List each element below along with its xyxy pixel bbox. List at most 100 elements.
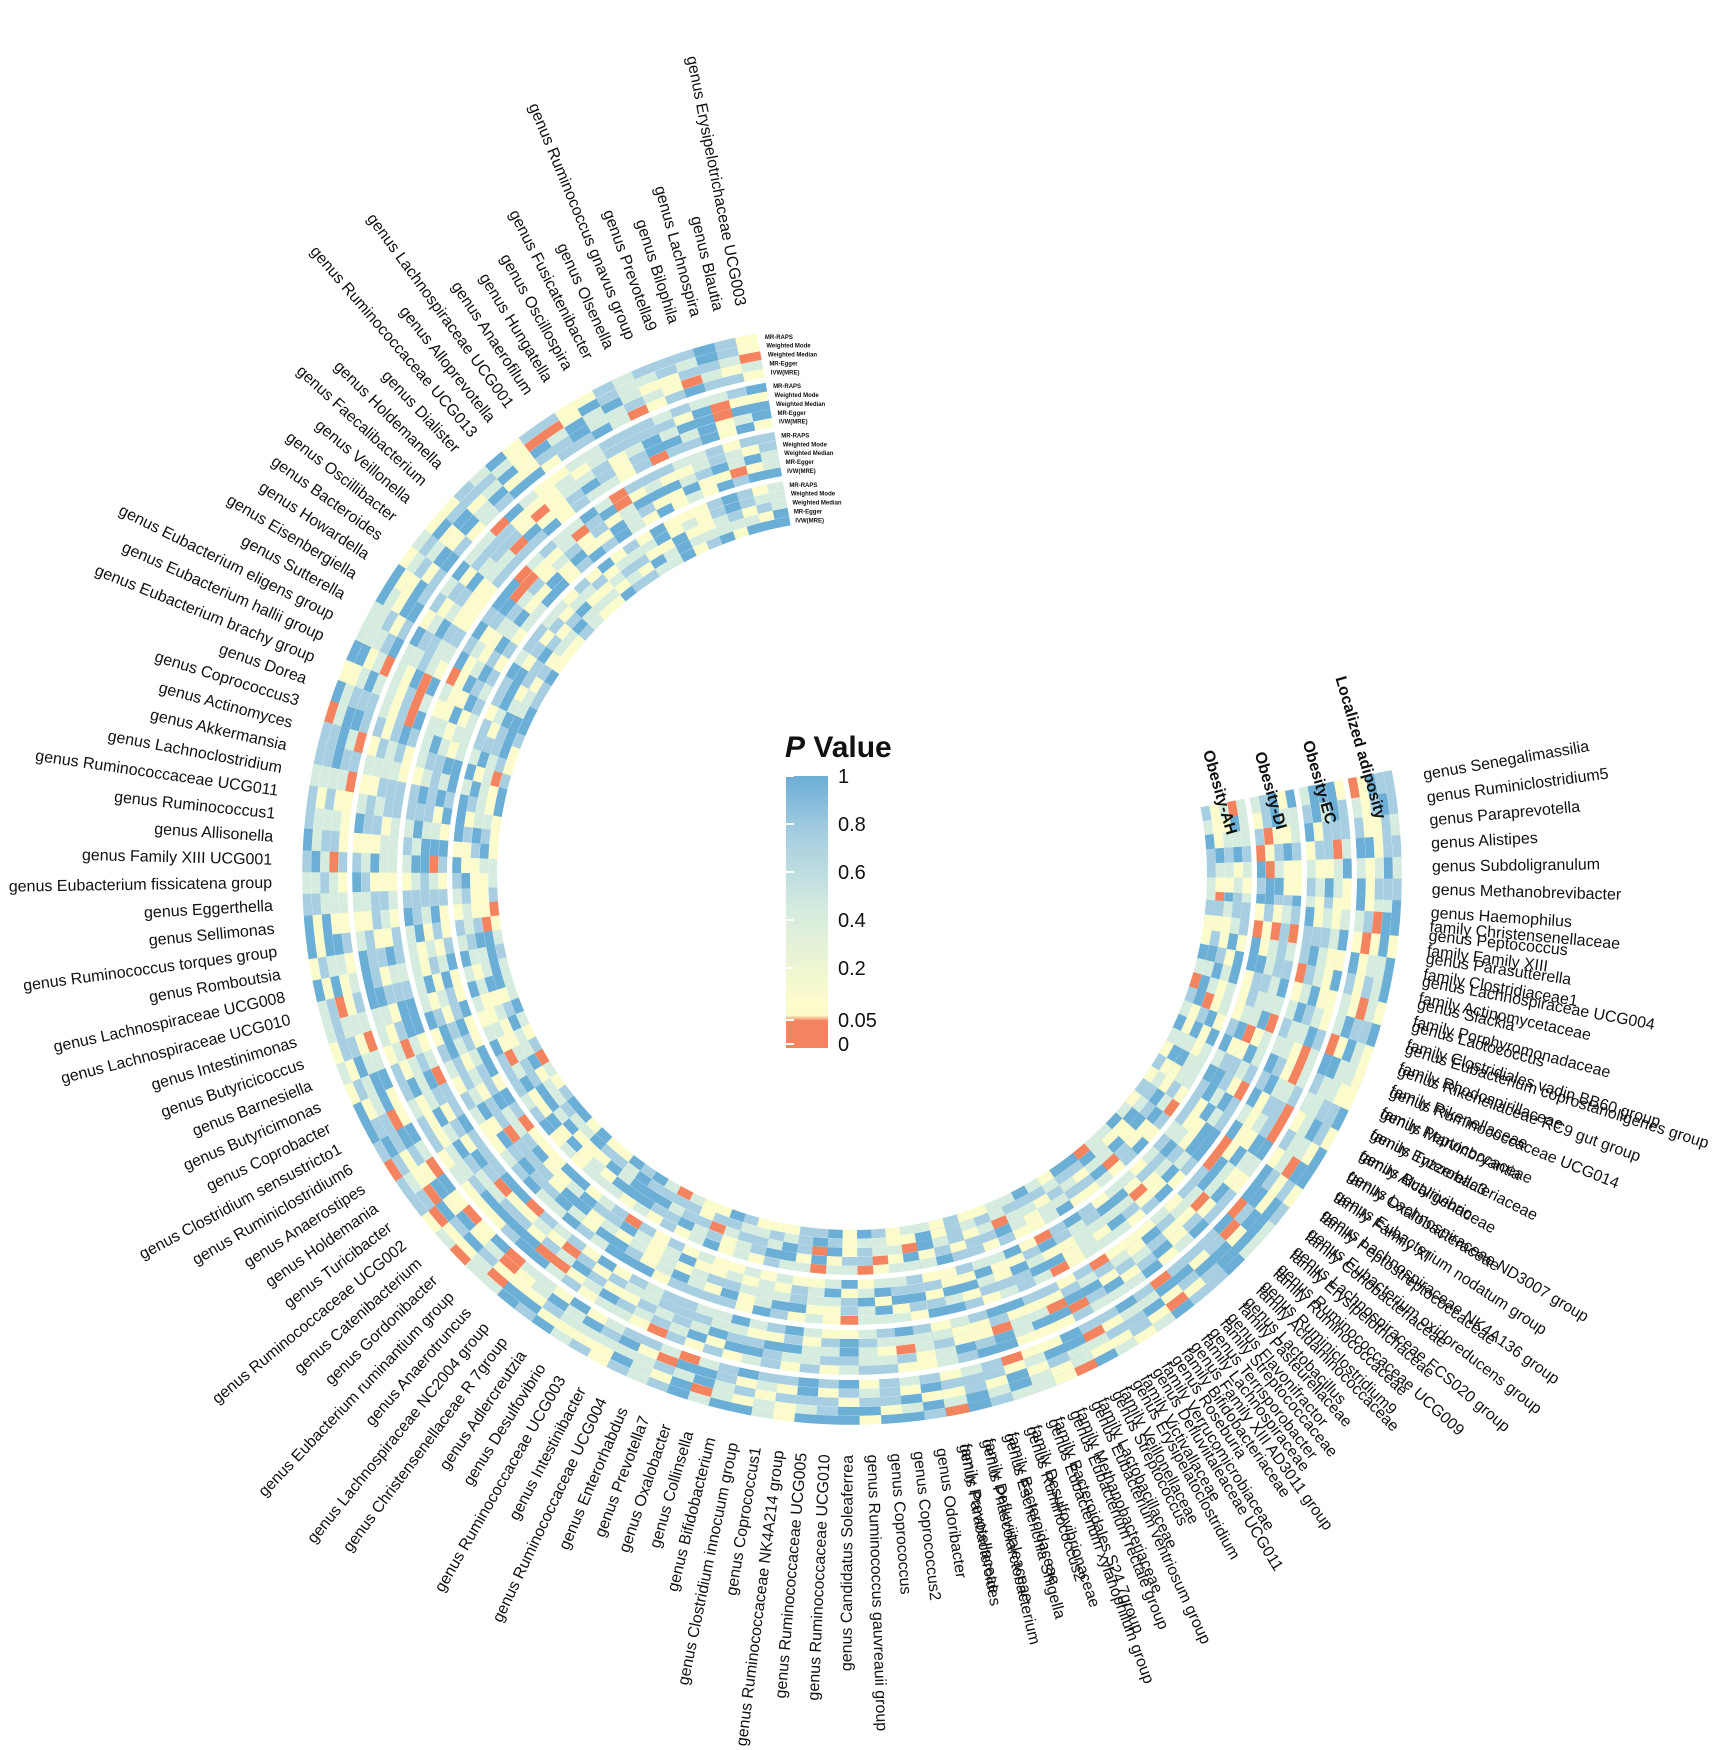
heatmap-cell: [733, 412, 754, 426]
heatmap-cell: [441, 1122, 460, 1144]
heatmap-cell: [569, 634, 586, 652]
heatmap-cell: [1333, 949, 1346, 972]
heatmap-cell: [460, 1179, 480, 1201]
heatmap-cell: [432, 659, 450, 681]
heatmap-cell: [528, 529, 549, 549]
heatmap-cell: [430, 822, 442, 841]
heatmap-cell: [808, 1277, 826, 1288]
legend-tick-label: 0: [838, 1034, 849, 1056]
heatmap-cell: [772, 507, 790, 520]
heatmap-cell: [653, 530, 672, 546]
heatmap-cell: [462, 635, 479, 656]
heatmap-cell: [1119, 1302, 1143, 1322]
heatmap-cell: [737, 1230, 755, 1244]
heatmap-cell: [587, 1156, 606, 1174]
heatmap-cell: [992, 1267, 1013, 1283]
heatmap-cell: [984, 1374, 1009, 1390]
heatmap-cell: [784, 1223, 801, 1235]
heatmap-cell: [534, 1242, 556, 1263]
heatmap-cell: [719, 1234, 738, 1248]
heatmap-cell: [437, 954, 450, 973]
heatmap-cell: [464, 810, 476, 828]
heatmap-cell: [438, 872, 448, 890]
heatmap-cell: [546, 1229, 567, 1248]
heatmap-cell: [730, 1314, 751, 1328]
heatmap-cell: [405, 997, 420, 1018]
heatmap-cell: [510, 1162, 530, 1182]
heatmap-cell: [1032, 1377, 1057, 1394]
heatmap-cell: [429, 888, 440, 907]
heatmap-cell: [424, 511, 446, 535]
heatmap-cell: [475, 1218, 497, 1240]
heatmap-cell: [595, 528, 615, 546]
heatmap-cell: [499, 1017, 514, 1035]
heatmap-cell: [989, 1259, 1010, 1274]
heatmap-cell: [1219, 964, 1233, 983]
heatmap-cell: [1149, 1270, 1172, 1291]
heatmap-cell: [593, 1173, 612, 1191]
heatmap-cell: [522, 1175, 542, 1195]
heatmap-cell: [557, 535, 577, 554]
heatmap-cell: [695, 1303, 716, 1318]
heatmap-cell: [673, 1224, 692, 1240]
heatmap-cell: [355, 930, 367, 952]
heatmap-cell: [627, 546, 646, 563]
heatmap-cell: [354, 666, 371, 690]
heatmap-cell: [502, 759, 516, 776]
heatmap-cell: [594, 1225, 615, 1244]
heatmap-cell: [615, 554, 633, 572]
heatmap-cell: [944, 1292, 965, 1306]
heatmap-cell: [1101, 1206, 1121, 1225]
heatmap-cell: [360, 1074, 378, 1098]
heatmap-cell: [499, 1197, 520, 1218]
heatmap-cell: [444, 986, 459, 1006]
heatmap-cell: [650, 1269, 671, 1286]
heatmap-cell: [330, 975, 344, 998]
heatmap-cell: [799, 1363, 820, 1374]
heatmap-cell: [448, 1215, 470, 1238]
legend-tick-label: 0.4: [838, 910, 866, 932]
heatmap-cell: [1240, 830, 1251, 847]
heatmap-cell: [517, 1113, 535, 1133]
heatmap-cell: [414, 923, 426, 943]
heatmap-cell: [541, 420, 565, 440]
heatmap-cell: [651, 409, 674, 426]
heatmap-cell: [858, 1338, 878, 1348]
heatmap-cell: [1015, 1277, 1037, 1293]
heatmap-cell: [471, 902, 482, 919]
heatmap-cell: [371, 673, 388, 696]
heatmap-cell: [1272, 826, 1283, 845]
heatmap-cell: [725, 1331, 747, 1345]
heatmap-cell: [1102, 1275, 1125, 1295]
heatmap-cell: [390, 1062, 407, 1085]
heatmap-cell: [529, 641, 547, 659]
heatmap-cell: [623, 478, 644, 496]
heatmap-cell: [740, 360, 764, 373]
heatmap-cell: [895, 1343, 916, 1355]
heatmap-cell: [1045, 1185, 1065, 1202]
heatmap-cell: [979, 1229, 998, 1244]
heatmap-cell: [918, 1248, 936, 1260]
heatmap-cell: [1313, 907, 1324, 928]
heatmap-cell: [687, 1231, 706, 1246]
heatmap-cell: [374, 986, 388, 1008]
heatmap-cell: [321, 976, 335, 1001]
heatmap-cell: [515, 701, 530, 720]
heatmap-cell: [637, 502, 657, 519]
heatmap-cell: [1253, 1091, 1271, 1113]
heatmap-cell: [1226, 1197, 1248, 1220]
heatmap-cell: [1369, 977, 1383, 1002]
heatmap-cell: [475, 472, 498, 494]
heatmap-cell: [622, 1326, 645, 1344]
heatmap-cell: [434, 1227, 457, 1250]
heatmap-cell: [1140, 1225, 1162, 1246]
heatmap-cell: [303, 914, 315, 938]
heatmap-cell: [509, 535, 530, 556]
heatmap-cell: [927, 1218, 945, 1231]
heatmap-cell: [681, 516, 699, 532]
heatmap-cell: [1193, 957, 1206, 975]
heatmap-cell: [1028, 1185, 1047, 1202]
heatmap-cell: [1341, 1062, 1359, 1087]
heatmap-cell: [1109, 1188, 1129, 1207]
heatmap-cell: [467, 1066, 484, 1087]
